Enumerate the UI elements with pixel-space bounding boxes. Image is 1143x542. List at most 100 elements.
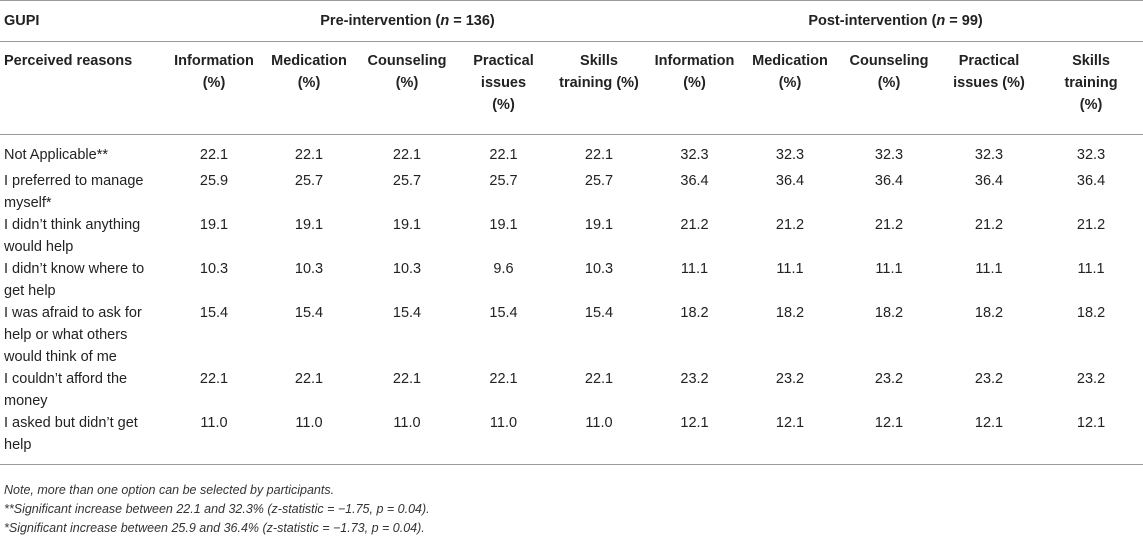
column-header-line: issues (%) <box>953 75 1025 91</box>
row-label-line: would think of me <box>4 349 117 365</box>
gupi-table: GUPI Pre-intervention (n = 136) Post-int… <box>0 0 1143 465</box>
table-cell: 23.2 <box>775 371 805 387</box>
column-header-line: (%) <box>202 75 226 91</box>
table-cell: 11.0 <box>261 412 357 465</box>
column-header: Information (%) <box>648 41 741 135</box>
table-cell: 25.9 <box>199 173 229 189</box>
row-label-line: money <box>4 393 48 409</box>
table-cell: 23.2 <box>680 371 709 387</box>
corner-perceived-reasons: Perceived reasons <box>0 41 167 135</box>
table-cell: 10.3 <box>584 261 614 277</box>
table-cell: 11.1 <box>776 261 804 277</box>
table-row: I didn’t know where to get help 10.3 10.3 10… <box>0 258 1143 302</box>
group-header-row: GUPI Pre-intervention (n = 136) Post-int… <box>0 0 1143 42</box>
table-cell: 10.3 <box>199 261 229 277</box>
row-label: I asked but didn’t get help <box>0 412 167 465</box>
table-cell: 9.6 <box>493 261 514 277</box>
row-label-line: Not Applicable** <box>4 147 108 163</box>
column-header-line: (%) <box>297 75 321 91</box>
column-header-line: Counseling <box>367 53 447 69</box>
table-cell: 15.4 <box>584 305 614 321</box>
column-header: Counseling (%) <box>357 41 457 135</box>
table-cell: 18.2 <box>680 305 709 321</box>
column-header-line: Information <box>654 53 735 69</box>
table-cell: 12.1 <box>1039 412 1143 465</box>
column-header-line: (%) <box>778 75 802 91</box>
column-header-line: (%) <box>1079 97 1103 113</box>
table-cell: 25.7 <box>392 173 422 189</box>
table-cell: 19.1 <box>199 217 229 233</box>
table-cell: 22.1 <box>392 371 422 387</box>
column-header-line: training <box>1064 75 1118 91</box>
column-header-line: (%) <box>877 75 901 91</box>
table-cell: 22.1 <box>294 147 324 163</box>
table-cell: 32.3 <box>1076 147 1106 163</box>
column-header: Medication (%) <box>741 41 839 135</box>
table-cell: 15.4 <box>489 305 518 321</box>
table-cell: 11.0 <box>167 412 261 465</box>
table-cell: 18.2 <box>775 305 805 321</box>
column-header: Information (%) <box>167 41 261 135</box>
table-cell: 15.4 <box>392 305 422 321</box>
group-pre-intervention: Pre-intervention (n = 136) <box>167 0 648 42</box>
table-row: I asked but didn’t get help 11.0 11.0 11.0 11… <box>0 412 1143 465</box>
row-label-line: help or what others <box>4 327 128 343</box>
row-label-line: I couldn’t afford the <box>4 371 128 387</box>
row-label: I didn’t know where to get help <box>0 258 167 302</box>
table-cell: 18.2 <box>874 305 904 321</box>
row-label: Not Applicable** <box>0 135 167 171</box>
table-cell: 21.2 <box>775 217 805 233</box>
column-header: Skills training (%) <box>550 41 648 135</box>
table-cell: 12.1 <box>648 412 741 465</box>
column-header-line: Skills <box>1072 53 1110 69</box>
row-label: I preferred to manage myself* <box>0 170 167 214</box>
table-cell: 10.3 <box>392 261 422 277</box>
row-label-line: would help <box>4 239 74 255</box>
column-header: Practical issues (%) <box>939 41 1039 135</box>
table-cell: 22.1 <box>489 371 518 387</box>
note-line: *Significant increase between 25.9 and 3… <box>4 521 425 535</box>
table-cell: 19.1 <box>584 217 614 233</box>
table-cell: 25.7 <box>489 173 518 189</box>
table-cell: 22.1 <box>584 147 614 163</box>
table-row: Not Applicable** 22.1 22.1 22.1 22.1 22.1 32.3… <box>0 135 1143 171</box>
note-line: **Significant increase between 22.1 and … <box>4 502 430 516</box>
group-post-intervention: Post-intervention (n = 99) <box>648 0 1143 42</box>
table-cell: 22.1 <box>199 147 229 163</box>
table-cell: 22.1 <box>392 147 422 163</box>
table-cell: 23.2 <box>1076 371 1106 387</box>
table-cell: 12.1 <box>939 412 1039 465</box>
row-label: I couldn’t afford the money <box>0 368 167 412</box>
table-cell: 22.1 <box>199 371 229 387</box>
table-cell: 22.1 <box>489 147 518 163</box>
table-cell: 19.1 <box>294 217 324 233</box>
column-header-line: (%) <box>683 75 706 91</box>
table-cell: 10.3 <box>294 261 324 277</box>
row-label-line: help <box>4 437 32 453</box>
row-label: I was afraid to ask for help or what othe… <box>0 302 167 368</box>
column-header: Counseling (%) <box>839 41 939 135</box>
column-header-line: issues <box>480 75 527 91</box>
corner-gupi: GUPI <box>0 0 167 42</box>
row-label-line: myself* <box>4 195 52 211</box>
table-cell: 11.0 <box>550 412 648 465</box>
table-cell: 11.0 <box>357 412 457 465</box>
table-cell: 22.1 <box>584 371 614 387</box>
table-cell: 21.2 <box>974 217 1004 233</box>
table-cell: 15.4 <box>199 305 229 321</box>
column-header-line: training (%) <box>559 75 639 91</box>
table-row: I didn’t think anything would help 19.1 19.… <box>0 214 1143 258</box>
column-header-line: (%) <box>395 75 419 91</box>
column-header-line: Counseling <box>849 53 929 69</box>
table-cell: 11.0 <box>457 412 550 465</box>
table-cell: 36.4 <box>874 173 904 189</box>
row-label-line: get help <box>4 283 56 299</box>
table-cell: 36.4 <box>1076 173 1106 189</box>
table-row: I couldn’t afford the money 22.1 22.1 22.1 22… <box>0 368 1143 412</box>
table-cell: 22.1 <box>294 371 324 387</box>
table-cell: 18.2 <box>1076 305 1106 321</box>
table-cell: 25.7 <box>294 173 324 189</box>
column-header-line: (%) <box>492 97 515 113</box>
row-label-line: I preferred to manage <box>4 173 144 189</box>
